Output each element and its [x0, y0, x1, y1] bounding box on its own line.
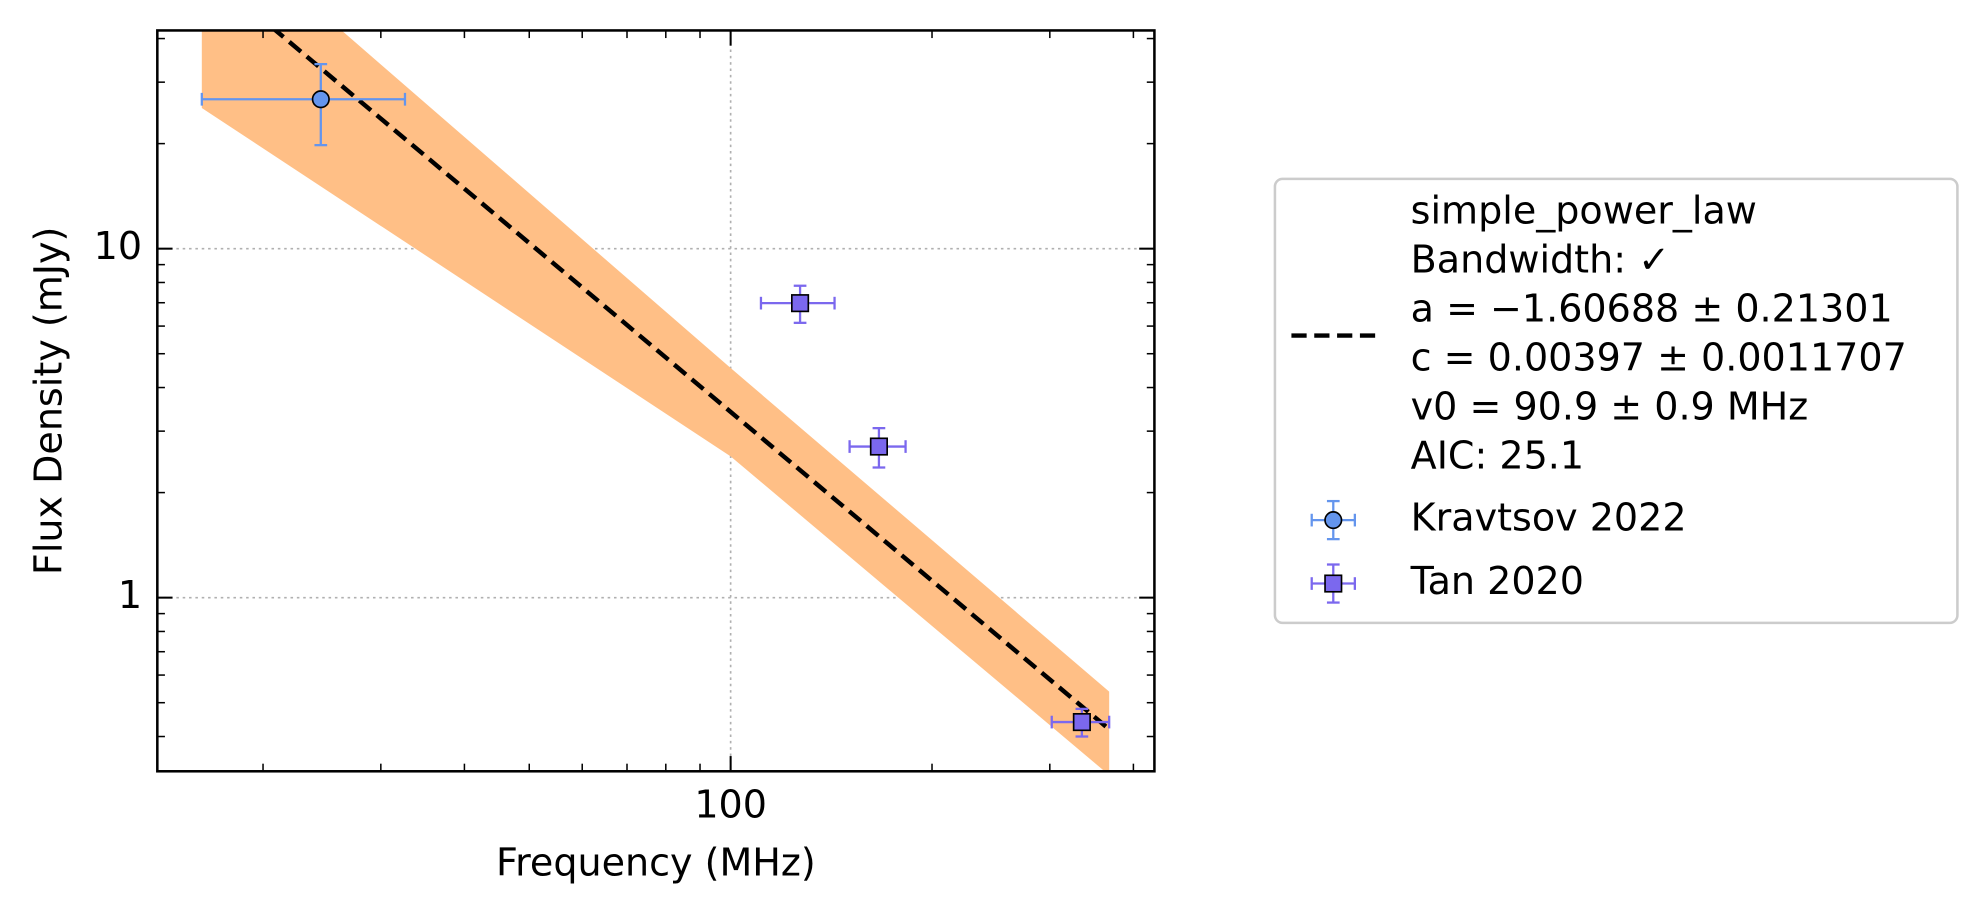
legend-label: c = 0.00397 ± 0.0011707	[1411, 336, 1907, 380]
legend-box	[1273, 177, 1959, 625]
x-axis-label: Frequency (MHz)	[496, 841, 816, 885]
y-tick-label: 1	[118, 573, 142, 617]
legend-marker	[1324, 511, 1343, 530]
data-point	[311, 90, 330, 109]
legend-label: a = −1.60688 ± 0.21301	[1411, 287, 1893, 331]
fit-uncertainty-band	[201, 30, 1110, 772]
data-point	[869, 437, 888, 456]
fit-line	[272, 30, 1108, 729]
legend-label: Tan 2020	[1410, 559, 1584, 603]
legend-label: simple_power_law	[1411, 189, 1757, 233]
legend-label: Kravtsov 2022	[1411, 496, 1687, 540]
axes-frame	[156, 29, 1156, 773]
legend-label: Bandwidth: ✓	[1411, 238, 1670, 282]
y-tick-label: 10	[94, 224, 142, 268]
plot-area	[157, 30, 1155, 772]
data-point	[1072, 713, 1091, 732]
x-tick-label: 100	[694, 782, 767, 826]
legend-label: AIC: 25.1	[1411, 433, 1584, 477]
legend-label: v0 = 90.9 ± 0.9 MHz	[1411, 384, 1809, 428]
y-axis-label: Flux Density (mJy)	[26, 227, 70, 575]
data-point	[791, 294, 810, 313]
legend-marker	[1324, 574, 1343, 593]
